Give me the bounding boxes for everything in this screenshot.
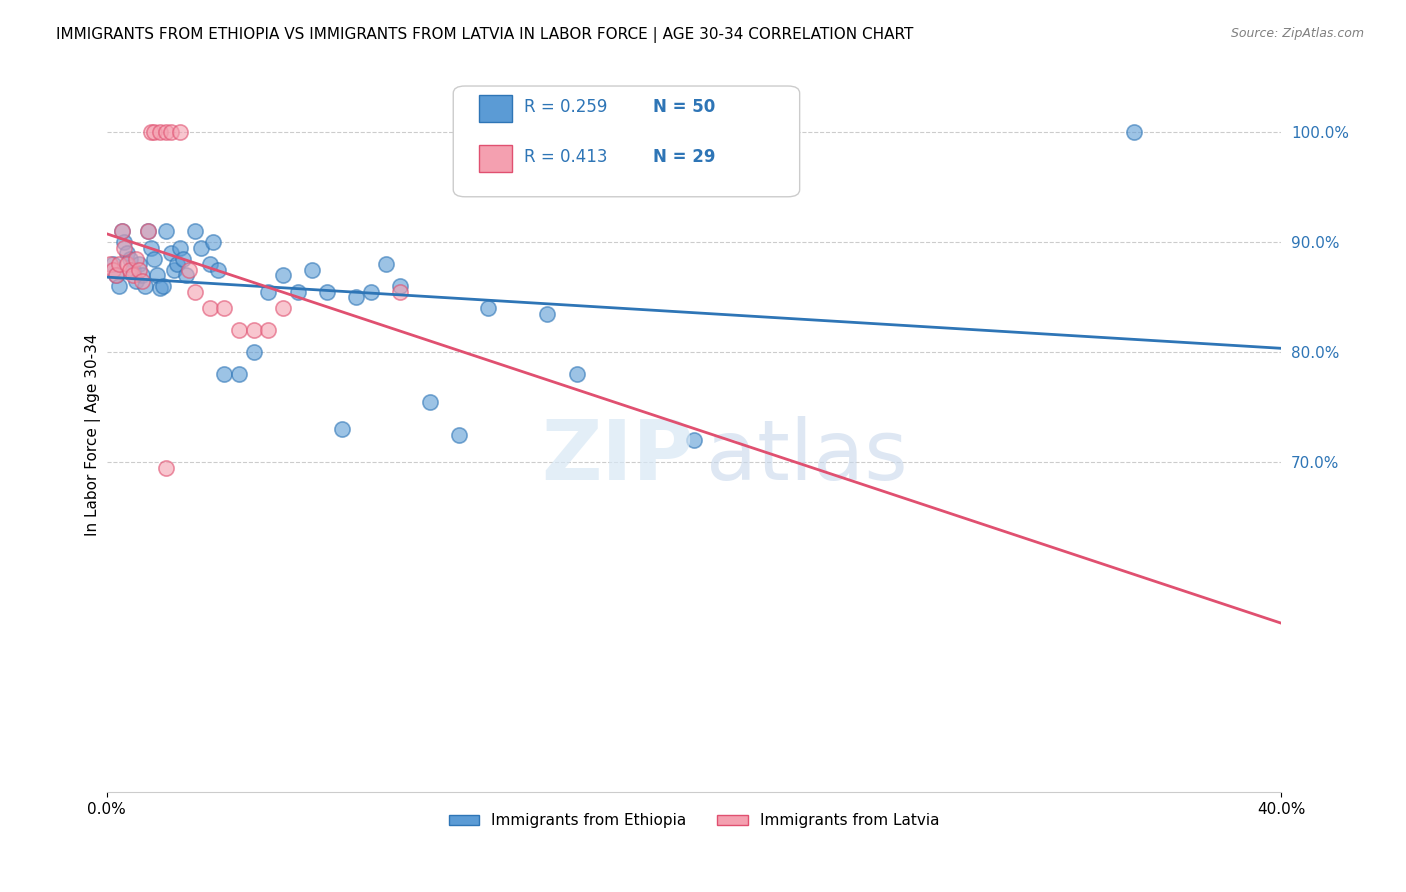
Point bbox=[155, 460, 177, 475]
Point bbox=[155, 224, 177, 238]
Point bbox=[214, 368, 236, 382]
Point bbox=[177, 262, 200, 277]
Point bbox=[214, 301, 236, 316]
Point bbox=[142, 252, 165, 266]
Point bbox=[184, 224, 207, 238]
Point bbox=[155, 125, 177, 139]
Point bbox=[114, 235, 136, 250]
Point bbox=[125, 274, 148, 288]
Point bbox=[360, 285, 382, 299]
Point bbox=[169, 125, 191, 139]
Point bbox=[134, 279, 156, 293]
Point bbox=[117, 246, 139, 260]
Point bbox=[374, 257, 396, 271]
Point bbox=[104, 268, 127, 283]
Point bbox=[107, 279, 129, 293]
Point bbox=[242, 345, 264, 359]
Point bbox=[316, 285, 339, 299]
Point bbox=[152, 279, 174, 293]
Point bbox=[125, 252, 148, 266]
Point bbox=[120, 252, 142, 266]
Point bbox=[122, 262, 145, 277]
FancyBboxPatch shape bbox=[479, 145, 512, 172]
Text: R = 0.413: R = 0.413 bbox=[523, 148, 607, 167]
Point bbox=[136, 224, 159, 238]
Point bbox=[207, 262, 229, 277]
Point bbox=[101, 257, 124, 271]
Point bbox=[145, 268, 167, 283]
Point bbox=[160, 125, 183, 139]
Point bbox=[136, 224, 159, 238]
Point bbox=[184, 285, 207, 299]
Point bbox=[131, 268, 153, 283]
Point bbox=[477, 301, 499, 316]
Point bbox=[449, 427, 471, 442]
Point bbox=[172, 252, 194, 266]
Point bbox=[160, 246, 183, 260]
Point bbox=[117, 257, 139, 271]
Text: atlas: atlas bbox=[706, 416, 907, 497]
Point bbox=[128, 262, 150, 277]
Point bbox=[228, 323, 250, 337]
Point bbox=[122, 268, 145, 283]
Text: N = 29: N = 29 bbox=[652, 148, 716, 167]
Point bbox=[110, 224, 132, 238]
Point bbox=[257, 323, 280, 337]
Point bbox=[271, 301, 294, 316]
Point bbox=[344, 290, 367, 304]
Point bbox=[149, 125, 172, 139]
Text: ZIP: ZIP bbox=[541, 416, 695, 497]
Legend: Immigrants from Ethiopia, Immigrants from Latvia: Immigrants from Ethiopia, Immigrants fro… bbox=[443, 807, 945, 834]
Point bbox=[1123, 125, 1146, 139]
Text: R = 0.259: R = 0.259 bbox=[523, 98, 607, 117]
Point bbox=[190, 241, 212, 255]
Point bbox=[198, 257, 221, 271]
Point bbox=[149, 281, 172, 295]
Point bbox=[104, 268, 127, 283]
Point bbox=[257, 285, 280, 299]
Y-axis label: In Labor Force | Age 30-34: In Labor Force | Age 30-34 bbox=[86, 334, 101, 536]
Point bbox=[536, 307, 558, 321]
Point bbox=[198, 301, 221, 316]
Point bbox=[120, 262, 142, 277]
FancyBboxPatch shape bbox=[479, 95, 512, 121]
Point bbox=[101, 262, 124, 277]
Text: N = 50: N = 50 bbox=[652, 98, 716, 117]
Point bbox=[131, 274, 153, 288]
Point bbox=[169, 241, 191, 255]
Point bbox=[271, 268, 294, 283]
Point bbox=[139, 125, 162, 139]
Point bbox=[128, 257, 150, 271]
Text: IMMIGRANTS FROM ETHIOPIA VS IMMIGRANTS FROM LATVIA IN LABOR FORCE | AGE 30-34 CO: IMMIGRANTS FROM ETHIOPIA VS IMMIGRANTS F… bbox=[56, 27, 914, 43]
Point bbox=[166, 257, 188, 271]
Point bbox=[242, 323, 264, 337]
Point bbox=[565, 368, 588, 382]
Text: Source: ZipAtlas.com: Source: ZipAtlas.com bbox=[1230, 27, 1364, 40]
Point bbox=[419, 394, 441, 409]
Point bbox=[389, 279, 412, 293]
FancyBboxPatch shape bbox=[453, 86, 800, 197]
Point bbox=[389, 285, 412, 299]
Point bbox=[139, 241, 162, 255]
Point bbox=[683, 433, 706, 447]
Point bbox=[114, 241, 136, 255]
Point bbox=[301, 262, 323, 277]
Point bbox=[163, 262, 186, 277]
Point bbox=[201, 235, 224, 250]
Point bbox=[287, 285, 309, 299]
Point bbox=[110, 224, 132, 238]
Point bbox=[98, 257, 121, 271]
Point bbox=[142, 125, 165, 139]
Point bbox=[174, 268, 197, 283]
Point bbox=[330, 422, 353, 436]
Point bbox=[228, 368, 250, 382]
Point bbox=[107, 257, 129, 271]
